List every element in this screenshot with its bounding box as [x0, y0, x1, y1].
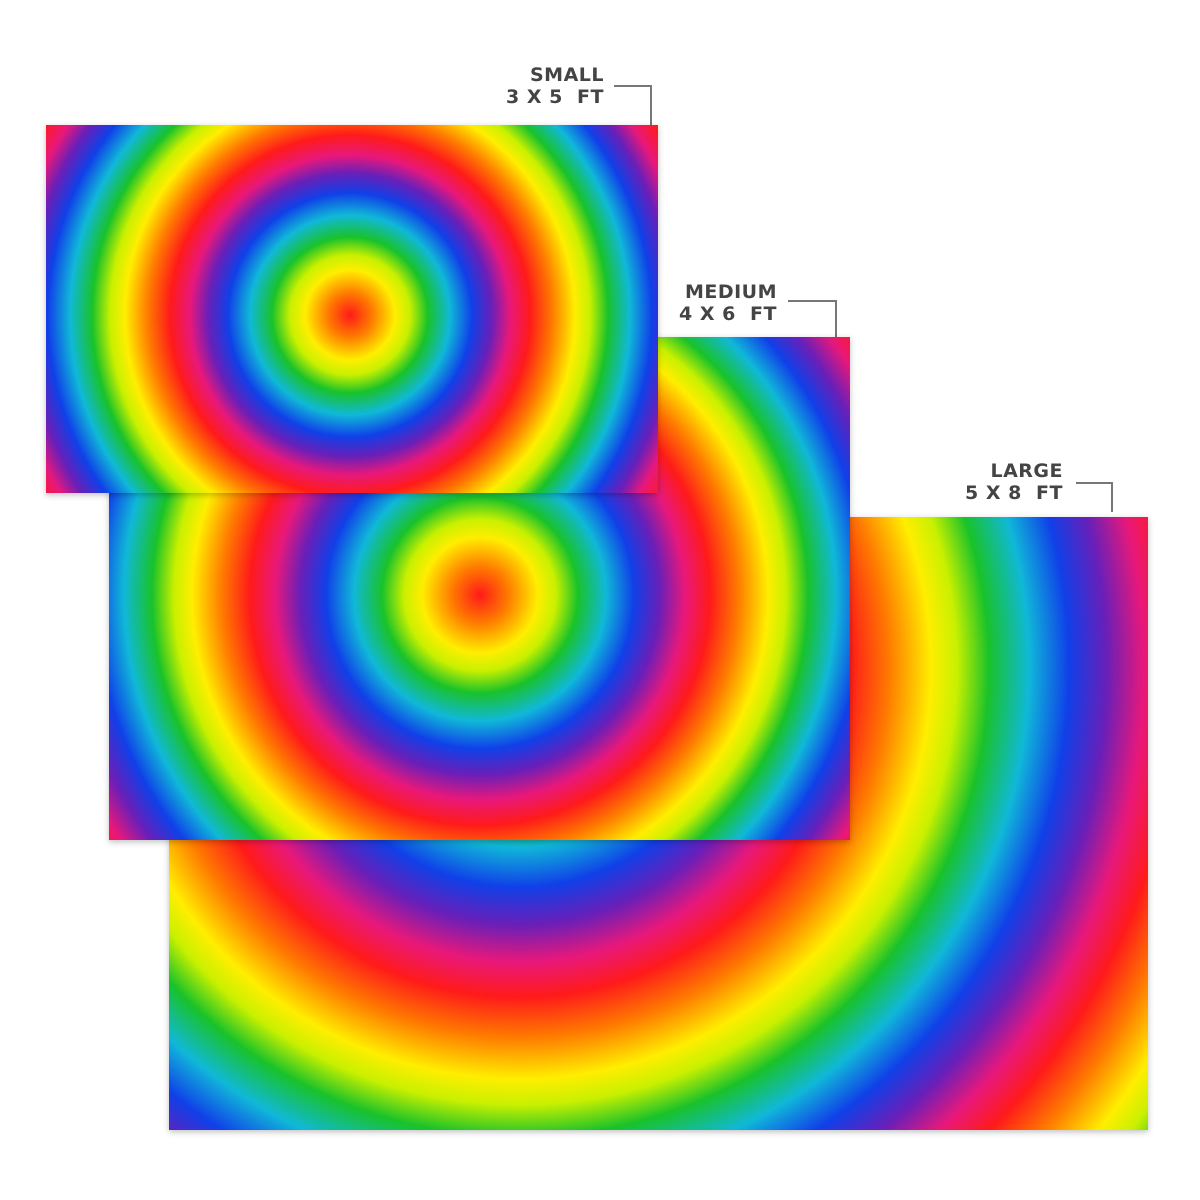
size-label-small: SMALL 3 X 5 FT: [480, 64, 604, 108]
size-dimensions: 5 X 8 FT: [965, 482, 1063, 504]
flag-small-image: [46, 125, 658, 493]
size-name: MEDIUM: [684, 281, 777, 303]
size-label-medium: MEDIUM 4 X 6 FT: [640, 281, 777, 325]
bracket-medium: [788, 300, 837, 339]
bracket-small: [614, 85, 652, 127]
size-dimensions: 4 X 6 FT: [679, 303, 777, 325]
size-dimensions: 3 X 5 FT: [506, 86, 604, 108]
bracket-large: [1076, 482, 1113, 512]
size-label-large: LARGE 5 X 8 FT: [930, 460, 1063, 504]
size-name: LARGE: [990, 460, 1063, 482]
size-name: SMALL: [529, 64, 604, 86]
